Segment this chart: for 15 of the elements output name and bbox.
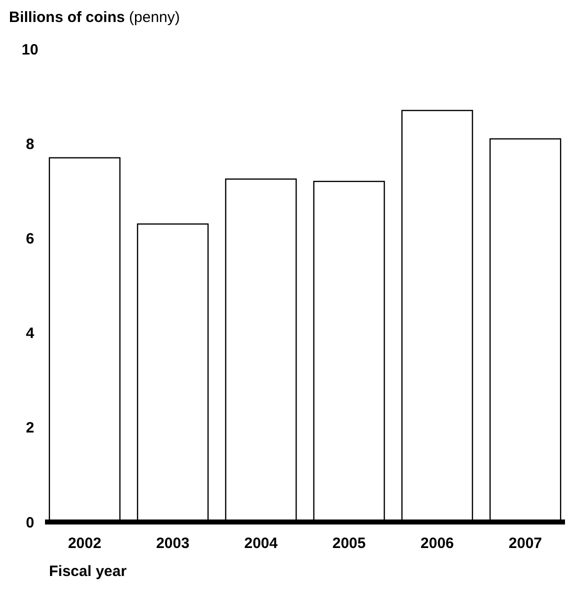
y-tick-label: 8 [26,136,34,153]
x-tick-label: 2007 [508,535,542,552]
x-tick-label: 2005 [332,535,366,552]
chart-subtitle: (penny) [124,9,180,26]
x-tick-label: 2003 [156,535,190,552]
y-tick-label: 2 [26,420,34,437]
x-tick-label: 2006 [420,535,454,552]
chart-title: Billions of coins [9,9,125,26]
y-tick-label: 0 [26,514,34,532]
y-tick-label: 6 [26,230,34,248]
y-tick-label: 4 [26,325,35,342]
x-tick-label: 2002 [68,535,102,552]
x-axis-title: Fiscal year [49,563,127,580]
y-tick-label: 10 [22,41,38,58]
x-tick-label: 2004 [244,535,278,552]
